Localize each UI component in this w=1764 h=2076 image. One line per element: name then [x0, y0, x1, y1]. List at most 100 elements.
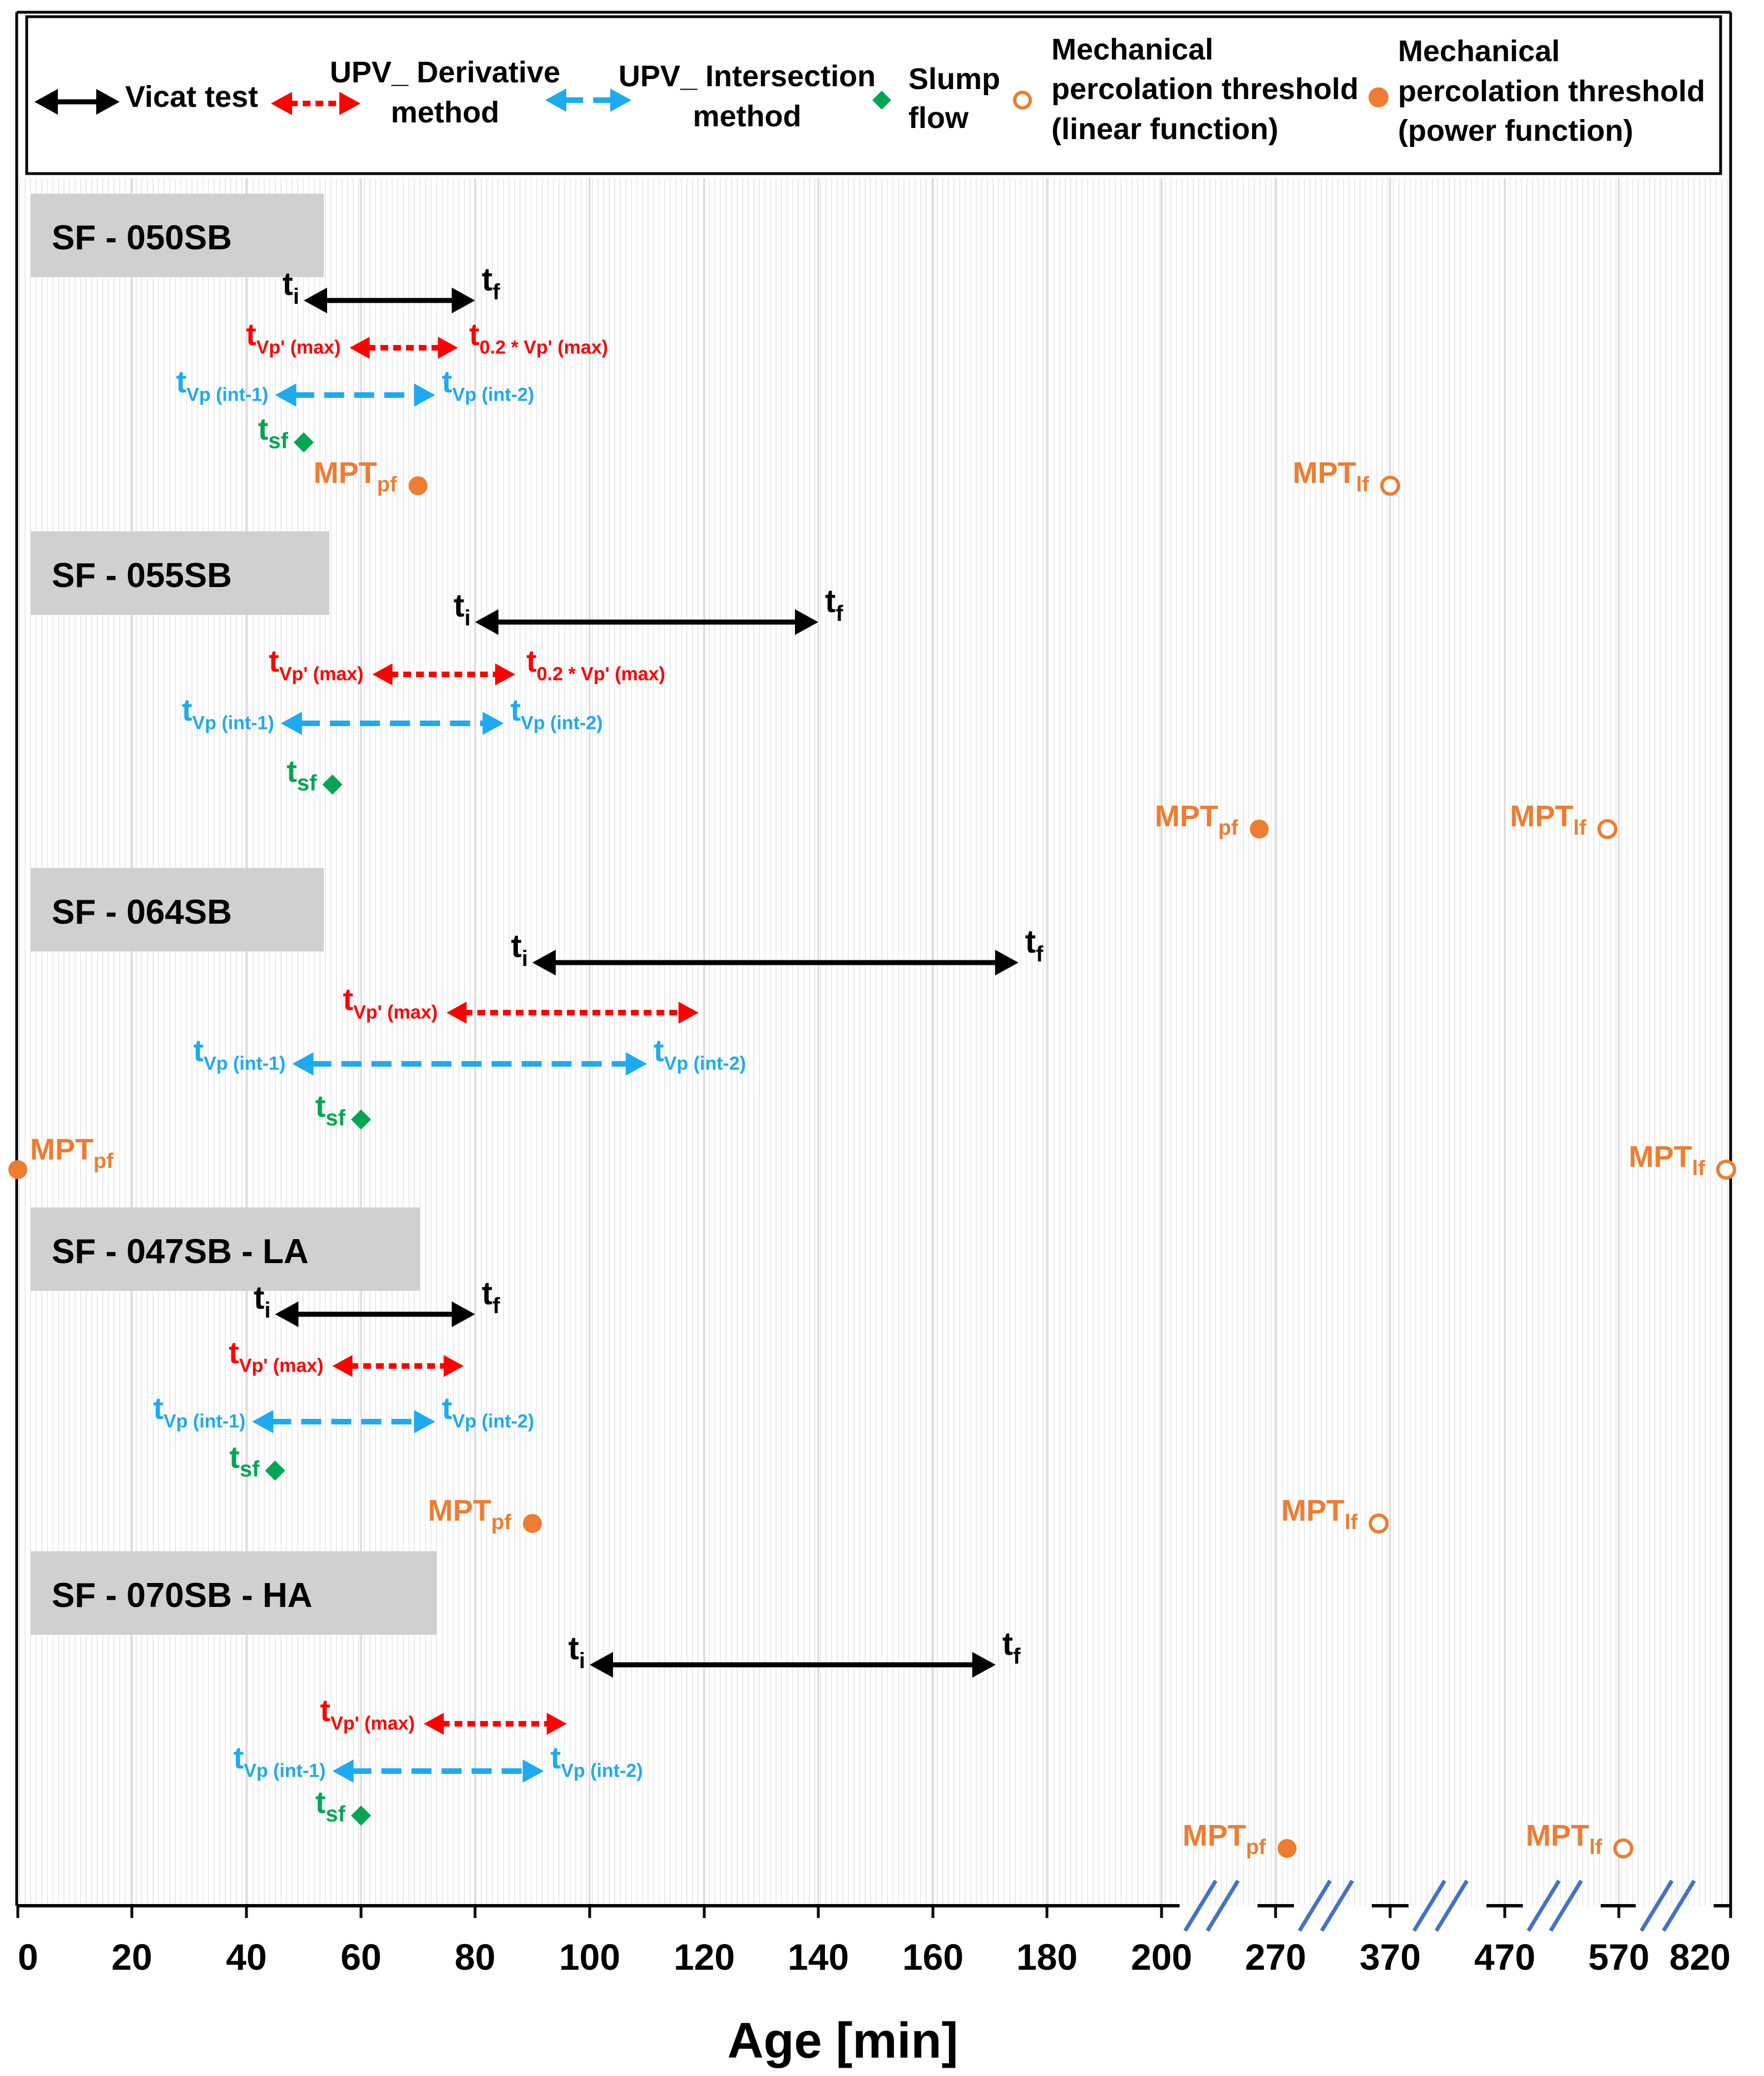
- vicat-tf-label-3: tf: [482, 1275, 500, 1318]
- legend-mpt-power-label-2: percolation threshold: [1398, 75, 1705, 108]
- mpt-lf-label-4: MPTlf: [1526, 1819, 1603, 1859]
- derivative-arrow-4-head-right: [546, 1713, 567, 1735]
- vicat-ti-label-4-base: t: [569, 1630, 579, 1666]
- slump-flow-marker-4: [351, 1806, 371, 1826]
- x-axis: 0 20 40 60 80 100 120 140 160 180 200 270 370 470 570 8…: [16, 1880, 1732, 1978]
- vicat-arrow-0: [304, 287, 475, 314]
- vicat-ti-label-3-sub: i: [264, 1298, 270, 1323]
- intersection-arrow-3-head-left: [252, 1410, 274, 1433]
- mpt-lf-marker-3: [1368, 1513, 1389, 1533]
- derivative-start-label-4-base: t: [320, 1693, 330, 1728]
- mpt-lf-label-0-sub: lf: [1356, 473, 1370, 496]
- x-tick-label-20: 20: [111, 1936, 152, 1978]
- x-tick-label-100: 100: [559, 1936, 620, 1978]
- derivative-arrow-2-head-right: [678, 1002, 699, 1024]
- vicat-arrow-4-head-right: [972, 1651, 996, 1678]
- derivative-arrow-1-head-left: [372, 663, 393, 686]
- vicat-arrow-1-head-right: [795, 609, 818, 635]
- intersection-arrow-3-head-right: [414, 1410, 436, 1433]
- axis-break-mark-a-2: [1412, 1880, 1446, 1932]
- slump-flow-label-1: tsf: [286, 753, 317, 796]
- legend-mpt-power-label-1: Mechanical: [1398, 34, 1560, 68]
- vicat-ti-label-1-sub: i: [465, 606, 471, 630]
- intersection-end-label-1-sub: Vp (int-2): [521, 713, 602, 734]
- legend-vicat-label: Vicat test: [125, 80, 258, 114]
- slump-flow-label-4: tsf: [315, 1784, 346, 1827]
- derivative-arrow-0: [349, 337, 458, 359]
- intersection-start-label-4-base: t: [234, 1740, 244, 1775]
- legend-mpt-linear-label-3: (linear function): [1051, 112, 1278, 146]
- axis-break-mark-a-0: [1183, 1880, 1218, 1932]
- axis-break-mark-b-4: [1662, 1880, 1696, 1932]
- derivative-arrow-3-head-left: [332, 1355, 353, 1377]
- intersection-start-label-2-base: t: [193, 1033, 204, 1068]
- x-tick-label-80: 80: [454, 1936, 495, 1978]
- intersection-arrow-4-head-right: [522, 1759, 544, 1783]
- axis-break-mark-a-3: [1526, 1880, 1561, 1932]
- slump-flow-label-3: tsf: [229, 1439, 260, 1482]
- legend-mpt-power-marker: [1368, 87, 1389, 107]
- x-tick-label-820: 820: [1669, 1936, 1731, 1978]
- derivative-end-label-0-base: t: [469, 317, 480, 352]
- axis-break-mark-a-4: [1639, 1880, 1674, 1932]
- mix-label-box-0: [31, 194, 324, 277]
- vicat-arrow-1-head-left: [475, 609, 498, 635]
- derivative-end-label-1-sub: 0.2 * Vp' (max): [537, 664, 665, 685]
- mpt-pf-marker-4: [1277, 1839, 1297, 1858]
- vicat-arrow-2: [532, 949, 1019, 976]
- mix-label-box-2: [31, 868, 324, 951]
- intersection-end-label-3-sub: Vp (int-2): [452, 1411, 534, 1432]
- intersection-end-label-1-base: t: [511, 692, 521, 727]
- intersection-start-label-4-sub: Vp (int-1): [244, 1761, 325, 1782]
- legend-intersection-marker: [545, 88, 631, 112]
- x-tick-label-40: 40: [226, 1936, 266, 1978]
- legend-mpt-power-label-3: (power function): [1398, 114, 1633, 147]
- mpt-pf-label-3: MPTpf: [428, 1494, 511, 1534]
- vicat-arrow-0-head-right: [452, 287, 475, 314]
- vicat-tf-label-2-base: t: [1025, 924, 1036, 960]
- vicat-ti-label-1-base: t: [454, 588, 465, 624]
- derivative-start-label-0-base: t: [246, 317, 256, 352]
- derivative-start-label-0: tVp' (max): [246, 317, 340, 358]
- derivative-start-label-1-sub: Vp' (max): [279, 664, 364, 685]
- mpt-lf-label-1-sub: lf: [1573, 816, 1587, 840]
- vicat-arrow-2-head-right: [995, 949, 1019, 976]
- derivative-arrow-2: [446, 1002, 699, 1024]
- derivative-arrow-3-head-right: [443, 1355, 464, 1377]
- vicat-ti-label-2-sub: i: [522, 946, 528, 971]
- mpt-pf-label-4-base: MPT: [1183, 1819, 1246, 1852]
- slump-flow-label-0-base: t: [258, 411, 269, 446]
- intersection-arrow-2-head-left: [292, 1052, 314, 1076]
- intersection-end-label-1: tVp (int-2): [511, 692, 603, 734]
- intersection-arrow-0-head-right: [414, 383, 436, 407]
- derivative-arrow-0-head-left: [349, 337, 370, 359]
- derivative-start-label-1: tVp' (max): [269, 643, 363, 685]
- vicat-tf-label-0-base: t: [482, 262, 492, 298]
- vicat-tf-label-2-sub: f: [1036, 942, 1044, 967]
- x-tick-label-200: 200: [1131, 1936, 1192, 1978]
- vicat-ti-label-1: ti: [454, 588, 471, 630]
- slump-flow-marker-1: [322, 775, 343, 795]
- vicat-tf-label-4-sub: f: [1013, 1644, 1021, 1669]
- vicat-arrow-4-head-left: [590, 1651, 613, 1678]
- derivative-arrow-0-head-right: [438, 337, 458, 359]
- x-tick-label-180: 180: [1016, 1936, 1078, 1978]
- intersection-start-label-1-base: t: [182, 692, 192, 727]
- derivative-start-label-2: tVp' (max): [343, 982, 437, 1023]
- intersection-start-label-2-sub: Vp (int-1): [204, 1053, 285, 1074]
- intersection-end-label-2: tVp (int-2): [654, 1033, 746, 1074]
- mpt-pf-marker-1: [1249, 820, 1269, 839]
- mpt-pf-label-1: MPTpf: [1155, 800, 1238, 840]
- x-tick-label-160: 160: [902, 1936, 963, 1978]
- derivative-end-label-1: t0.2 * Vp' (max): [526, 643, 665, 685]
- mpt-lf-label-4-sub: lf: [1589, 1836, 1603, 1859]
- mpt-pf-label-1-sub: pf: [1218, 816, 1238, 840]
- x-tick-label-370: 370: [1360, 1936, 1421, 1978]
- mpt-pf-label-0-sub: pf: [377, 473, 397, 496]
- legend-vicat-marker-head-right: [96, 88, 120, 115]
- slump-flow-marker-2: [351, 1109, 371, 1130]
- major-gridlines: [131, 178, 1620, 1906]
- slump-flow-label-4-base: t: [315, 1784, 326, 1819]
- slump-flow-label-1-base: t: [286, 753, 297, 788]
